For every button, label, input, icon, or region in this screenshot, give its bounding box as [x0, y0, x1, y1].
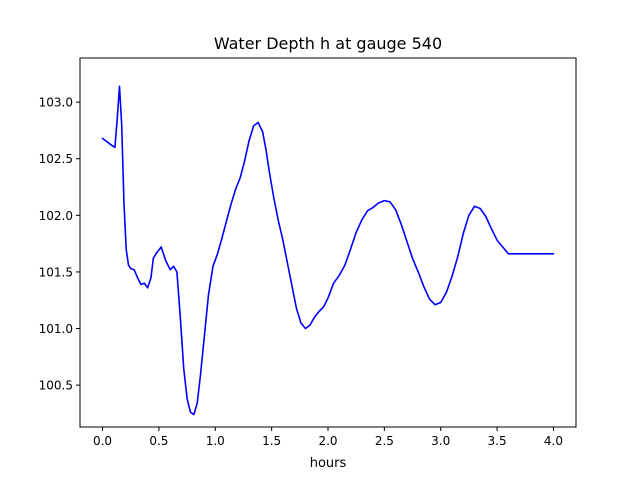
x-tick-label: 4.0 [544, 434, 563, 448]
y-tick-label: 100.5 [39, 379, 73, 393]
x-tick-label: 0.5 [149, 434, 168, 448]
y-tick-label: 101.5 [39, 265, 73, 279]
x-tick-label: 2.5 [375, 434, 394, 448]
plot-frame [79, 57, 577, 428]
y-axis: 100.5 101.0 101.5 102.0 102.5 103.0 [39, 96, 80, 393]
y-tick-label: 102.5 [39, 152, 73, 166]
x-tick-label: 3.5 [488, 434, 507, 448]
series-layer [101, 85, 555, 416]
x-axis: 0.0 0.5 1.0 1.5 2.0 2.5 3.0 3.5 4.0 [93, 427, 563, 448]
y-tick-label: 103.0 [39, 96, 73, 110]
x-tick-label: 1.5 [262, 434, 281, 448]
chart-title: Water Depth h at gauge 540 [214, 34, 442, 53]
y-tick-label: 101.0 [39, 322, 73, 336]
x-tick-label: 2.0 [318, 434, 337, 448]
x-axis-label: hours [310, 456, 347, 471]
x-tick-label: 3.0 [431, 434, 450, 448]
x-tick-label: 1.0 [206, 434, 225, 448]
water-depth-line [101, 85, 555, 416]
x-tick-label: 0.0 [93, 434, 112, 448]
y-tick-label: 102.0 [39, 209, 73, 223]
